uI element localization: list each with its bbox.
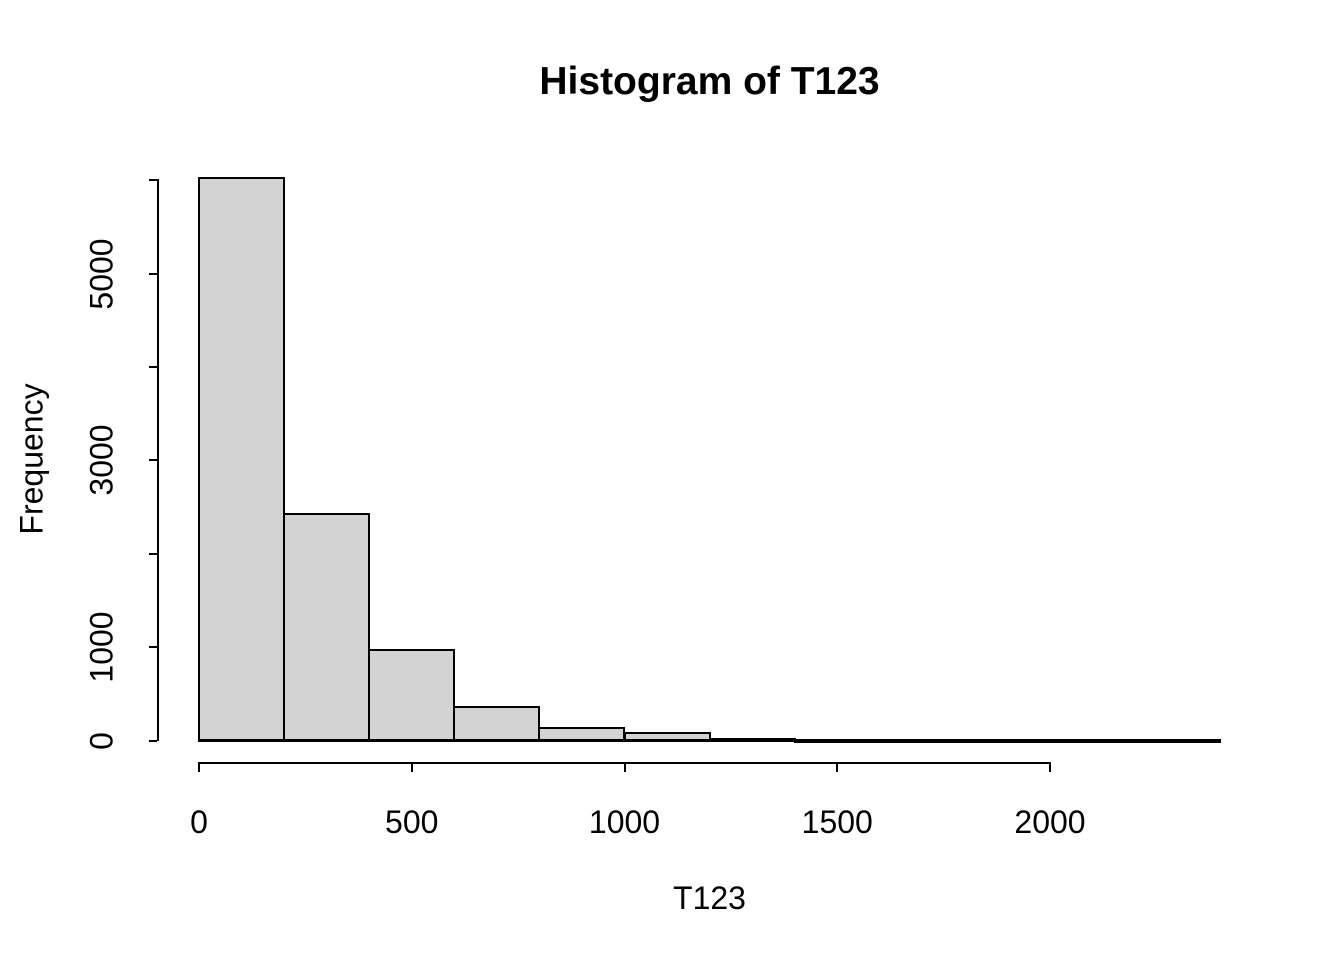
y-tick-label: 5000 [83, 237, 120, 310]
y-tick-label: 3000 [83, 424, 120, 496]
x-axis-tick [836, 763, 839, 772]
y-tick-label: 1000 [83, 611, 120, 683]
y-axis-tick [149, 552, 157, 555]
y-axis-label: Frequency [13, 383, 50, 535]
x-axis-tick [410, 763, 413, 772]
x-axis-tick [1049, 763, 1051, 772]
x-axis-tick [623, 763, 626, 772]
x-axis-tick [198, 763, 200, 772]
x-axis-label: T123 [673, 880, 746, 916]
y-axis-tick [149, 179, 157, 182]
x-tick-label: 0 [190, 804, 208, 840]
y-axis-tick [149, 365, 157, 368]
chart-title: Histogram of T123 [539, 60, 880, 103]
y-axis-tick [149, 459, 157, 462]
histogram-bar [283, 512, 371, 742]
x-tick-label: 500 [385, 804, 439, 840]
y-axis-tick [149, 272, 157, 275]
x-tick-label: 1000 [588, 804, 661, 840]
histogram-bar [368, 648, 456, 742]
y-axis-line [157, 179, 159, 742]
histogram-bar [453, 706, 541, 742]
histogram-bar [198, 177, 286, 742]
y-tick-label: 0 [83, 731, 120, 750]
bars-baseline [198, 739, 1222, 742]
x-tick-label: 2000 [1014, 804, 1086, 840]
y-axis-tick [149, 646, 157, 649]
x-tick-label: 1500 [801, 804, 873, 840]
y-axis-tick [149, 739, 157, 742]
